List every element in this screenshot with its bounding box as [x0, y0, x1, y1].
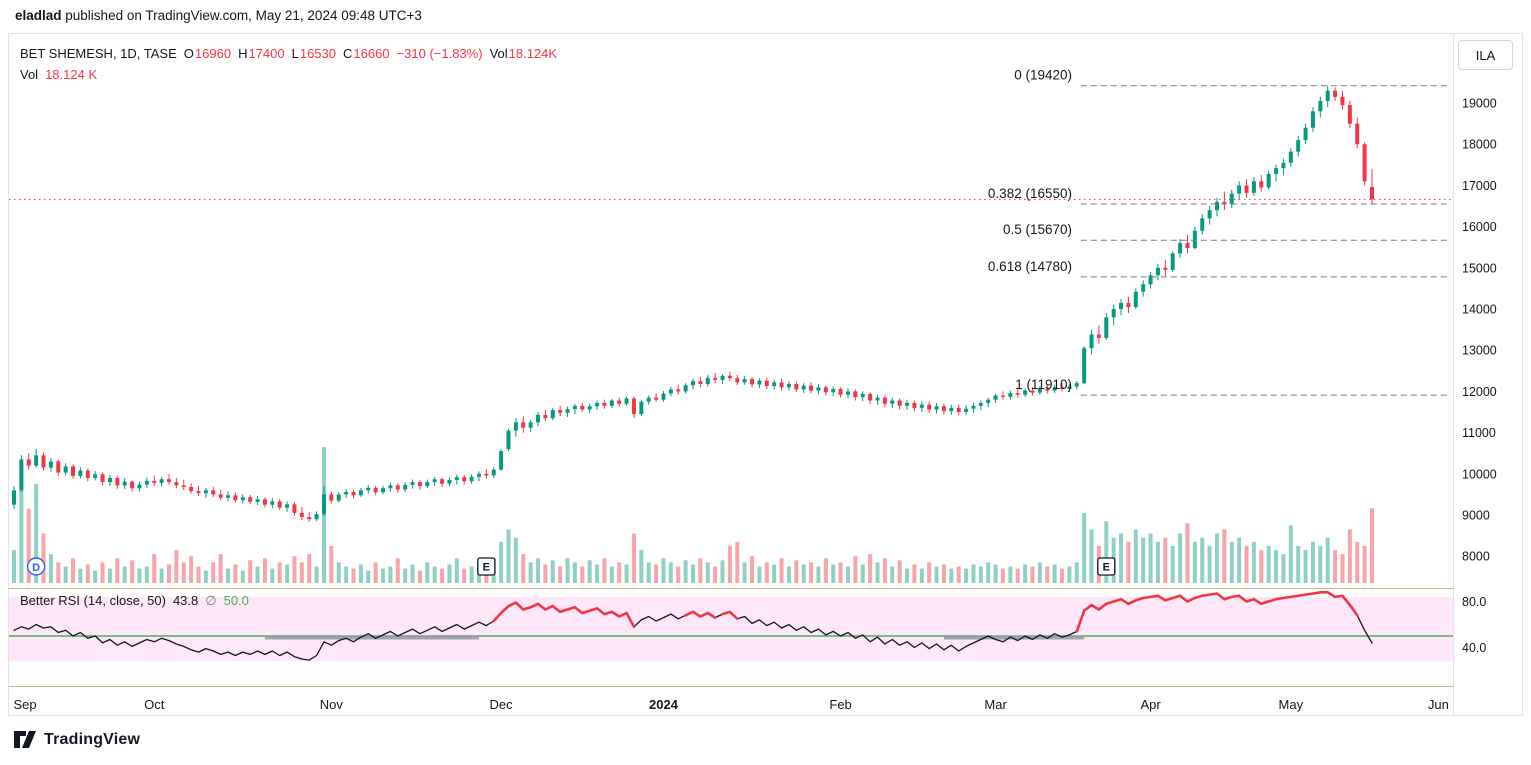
svg-text:D: D: [32, 562, 40, 574]
svg-text:Dec: Dec: [490, 697, 514, 712]
svg-text:11000: 11000: [1462, 426, 1496, 440]
svg-text:13000: 13000: [1462, 344, 1497, 358]
svg-text:Feb: Feb: [829, 697, 851, 712]
ohlc-high: H 17400: [238, 46, 285, 61]
ohlc-low: L 16530: [291, 46, 336, 61]
svg-text:E: E: [1103, 562, 1110, 574]
svg-text:8000: 8000: [1462, 550, 1490, 564]
svg-text:9000: 9000: [1462, 509, 1490, 523]
svg-text:May: May: [1279, 697, 1304, 712]
svg-text:0.5 (15670): 0.5 (15670): [1003, 222, 1072, 237]
earnings-marker-icon: [1097, 557, 1116, 576]
symbol-legend[interactable]: BET SHEMESH, 1D, TASE O 16960 H 17400 L 165…: [20, 46, 557, 61]
volume-legend[interactable]: Vol 18.124 K: [20, 67, 97, 82]
svg-text:2024: 2024: [649, 697, 679, 712]
time-scale[interactable]: Sep Oct Nov Dec 2024 Feb Mar Apr May Jun: [14, 697, 1449, 712]
currency-button[interactable]: ILA: [1458, 40, 1513, 70]
svg-text:Apr: Apr: [1140, 697, 1161, 712]
svg-text:Mar: Mar: [984, 697, 1007, 712]
volume-legend-value: 18.124 K: [45, 67, 98, 82]
svg-text:1 (11910): 1 (11910): [1015, 377, 1072, 392]
chart-frame: [8, 33, 1523, 716]
svg-text:16000: 16000: [1462, 220, 1497, 234]
rsi-band: [9, 596, 1453, 662]
svg-text:12000: 12000: [1462, 385, 1497, 399]
symbol-title: BET SHEMESH, 1D, TASE: [20, 46, 177, 61]
svg-text:40.0: 40.0: [1462, 641, 1486, 655]
publish-author: eladlad: [15, 8, 62, 23]
tradingview-logo-icon: [13, 729, 37, 750]
volume-series: [12, 447, 1374, 583]
legend-volume: Vol 18.124K: [489, 46, 558, 61]
publish-info: published on TradingView.com, May 21, 20…: [61, 8, 422, 23]
svg-text:14000: 14000: [1462, 303, 1497, 317]
dividend-marker-icon: [26, 557, 46, 576]
svg-text:15000: 15000: [1462, 261, 1497, 275]
price-scale[interactable]: 19000 18000 17000 16000 15000 14000 13000 12000…: [1462, 97, 1497, 564]
rsi-current-value: 43.8: [172, 593, 199, 608]
svg-text:0 (19420): 0 (19420): [1014, 68, 1072, 83]
rsi-title: Better RSI (14, close, 50): [20, 593, 166, 608]
rsi-line: [13, 591, 1373, 661]
rsi-average-icon: ∅: [205, 593, 217, 608]
volume-legend-label: Vol: [20, 67, 39, 82]
candlestick-series: [12, 85, 1374, 522]
fib-retracement[interactable]: 0 (19420) 0.382 (16550) 0.5 (15670) 0.618 (…: [988, 68, 1450, 396]
svg-text:E: E: [483, 562, 490, 574]
rsi-scale[interactable]: 80.0 40.0: [1462, 595, 1486, 655]
svg-text:Jun: Jun: [1428, 697, 1449, 712]
footer-brand-text: TradingView: [44, 730, 141, 748]
svg-text:0.382 (16550): 0.382 (16550): [988, 186, 1072, 201]
footer-brand[interactable]: TradingView: [13, 729, 140, 750]
rsi-legend[interactable]: Better RSI (14, close, 50) 43.8 ∅ 50.0: [20, 593, 249, 609]
earnings-marker-icon: [477, 557, 496, 576]
svg-text:Sep: Sep: [14, 697, 37, 712]
publish-header: eladlad published on TradingView.com, Ma…: [15, 8, 422, 23]
svg-text:80.0: 80.0: [1462, 595, 1486, 609]
svg-text:19000: 19000: [1462, 97, 1497, 111]
ohlc-close: C 16660: [343, 46, 390, 61]
svg-text:Oct: Oct: [144, 697, 165, 712]
svg-text:18000: 18000: [1462, 138, 1497, 152]
ohlc-open: O 16960: [183, 46, 232, 61]
svg-text:Nov: Nov: [320, 697, 344, 712]
svg-text:17000: 17000: [1462, 179, 1497, 193]
svg-text:10000: 10000: [1462, 467, 1497, 481]
price-change: −310 (−1.83%): [396, 46, 483, 61]
rsi-average-value: 50.0: [223, 593, 249, 608]
svg-text:0.618 (14780): 0.618 (14780): [988, 259, 1072, 274]
